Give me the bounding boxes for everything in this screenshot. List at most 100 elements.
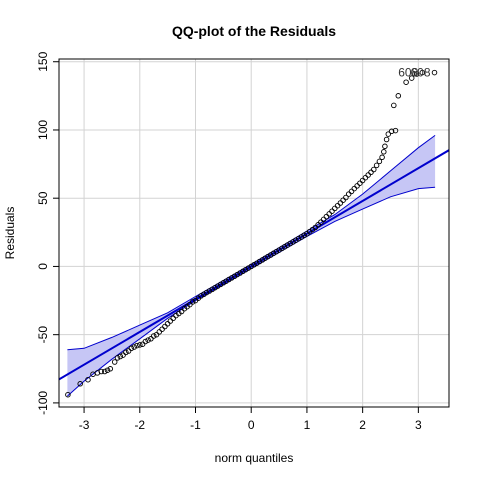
- residual-point: [215, 283, 221, 289]
- outlier-label: 608: [398, 66, 418, 80]
- x-tick-label: 1: [304, 418, 311, 432]
- residual-point: [391, 102, 397, 109]
- residual-point: [201, 291, 207, 298]
- residual-point: [117, 353, 124, 360]
- residual-point: [376, 158, 383, 165]
- residual-point: [150, 333, 157, 339]
- x-axis-label: norm quantiles: [215, 451, 294, 465]
- residual-point: [231, 273, 238, 280]
- x-tick-label: -3: [79, 418, 90, 432]
- residual-point: [111, 359, 118, 365]
- residual-point: [379, 154, 385, 161]
- residual-point: [265, 253, 271, 260]
- residual-point: [242, 266, 249, 273]
- residual-point: [381, 149, 387, 155]
- residual-point: [128, 345, 135, 352]
- qq-reference-line: [59, 149, 449, 381]
- residual-point: [270, 250, 277, 257]
- residual-point: [209, 286, 215, 293]
- residual-point: [392, 127, 399, 134]
- residual-point: [101, 368, 108, 375]
- residual-point: [348, 188, 355, 195]
- residual-point: [323, 213, 330, 220]
- y-tick-label: -100: [36, 391, 50, 415]
- residual-point: [354, 183, 360, 189]
- residual-point: [362, 174, 369, 181]
- residual-point: [189, 299, 196, 305]
- residual-point: [206, 288, 213, 294]
- residual-point: [137, 342, 143, 348]
- residual-point: [419, 69, 426, 76]
- outlier-label: 608: [410, 66, 430, 80]
- residual-point: [320, 216, 327, 223]
- x-tick-label: 0: [248, 418, 255, 432]
- y-tick-label: 100: [36, 120, 50, 140]
- residual-point: [371, 166, 377, 173]
- residual-point: [284, 242, 291, 248]
- residual-point: [217, 281, 224, 288]
- residual-point: [212, 284, 218, 291]
- residual-point: [383, 136, 390, 143]
- y-tick-label: 150: [36, 51, 50, 71]
- residual-point: [334, 202, 341, 209]
- residual-point: [343, 194, 349, 201]
- residual-point: [156, 329, 163, 335]
- residual-point: [131, 344, 137, 350]
- y-axis-label: Residuals: [3, 207, 17, 260]
- residual-point: [228, 275, 235, 281]
- residual-point: [85, 376, 91, 383]
- residual-point: [234, 271, 241, 278]
- residual-point: [408, 75, 415, 81]
- residual-point: [104, 367, 111, 373]
- residual-point: [162, 323, 168, 330]
- plot-frame: [58, 58, 450, 408]
- residual-point: [337, 200, 344, 206]
- residual-point: [431, 69, 438, 76]
- residual-point: [351, 185, 358, 192]
- y-tick-label: -50: [36, 326, 50, 344]
- residual-point: [295, 235, 302, 242]
- residual-point: [77, 381, 83, 387]
- y-tick-label: 0: [36, 263, 50, 270]
- residual-point: [65, 391, 71, 398]
- residual-point: [262, 255, 268, 261]
- reference-line: [59, 149, 449, 381]
- residual-point: [287, 240, 293, 247]
- residual-point: [301, 232, 307, 239]
- residual-point: [382, 143, 388, 150]
- residual-point: [281, 244, 288, 250]
- residual-point: [226, 276, 232, 283]
- x-tick-label: 3: [415, 418, 422, 432]
- residual-point: [365, 172, 371, 178]
- residual-point: [357, 180, 363, 186]
- residual-point: [170, 315, 176, 322]
- residual-point: [220, 280, 227, 286]
- residual-point: [139, 341, 146, 347]
- residual-point: [178, 308, 185, 315]
- residual-point: [368, 169, 374, 176]
- axes: -3 -2 -1 0 1 2 3 -100 -50 0 50 100 150: [36, 51, 450, 432]
- residual-point: [237, 270, 243, 276]
- residual-point: [248, 263, 254, 270]
- residual-point: [298, 234, 305, 240]
- residual-point: [142, 338, 149, 345]
- residual-point: [120, 352, 126, 358]
- residual-point: [293, 237, 299, 243]
- residual-point: [167, 318, 174, 324]
- residual-point: [198, 293, 204, 299]
- residual-point: [332, 205, 338, 212]
- x-tick-label: -1: [190, 418, 201, 432]
- residual-point: [345, 191, 352, 197]
- residual-point: [413, 71, 420, 77]
- residual-point: [290, 239, 296, 245]
- residual-point: [240, 268, 246, 275]
- residual-point: [123, 349, 129, 356]
- residual-point: [148, 336, 154, 342]
- residual-point: [203, 289, 210, 296]
- x-tick-label: 2: [359, 418, 366, 432]
- y-tick-label: 50: [36, 191, 50, 205]
- residual-point: [159, 326, 165, 332]
- residual-point: [223, 278, 229, 284]
